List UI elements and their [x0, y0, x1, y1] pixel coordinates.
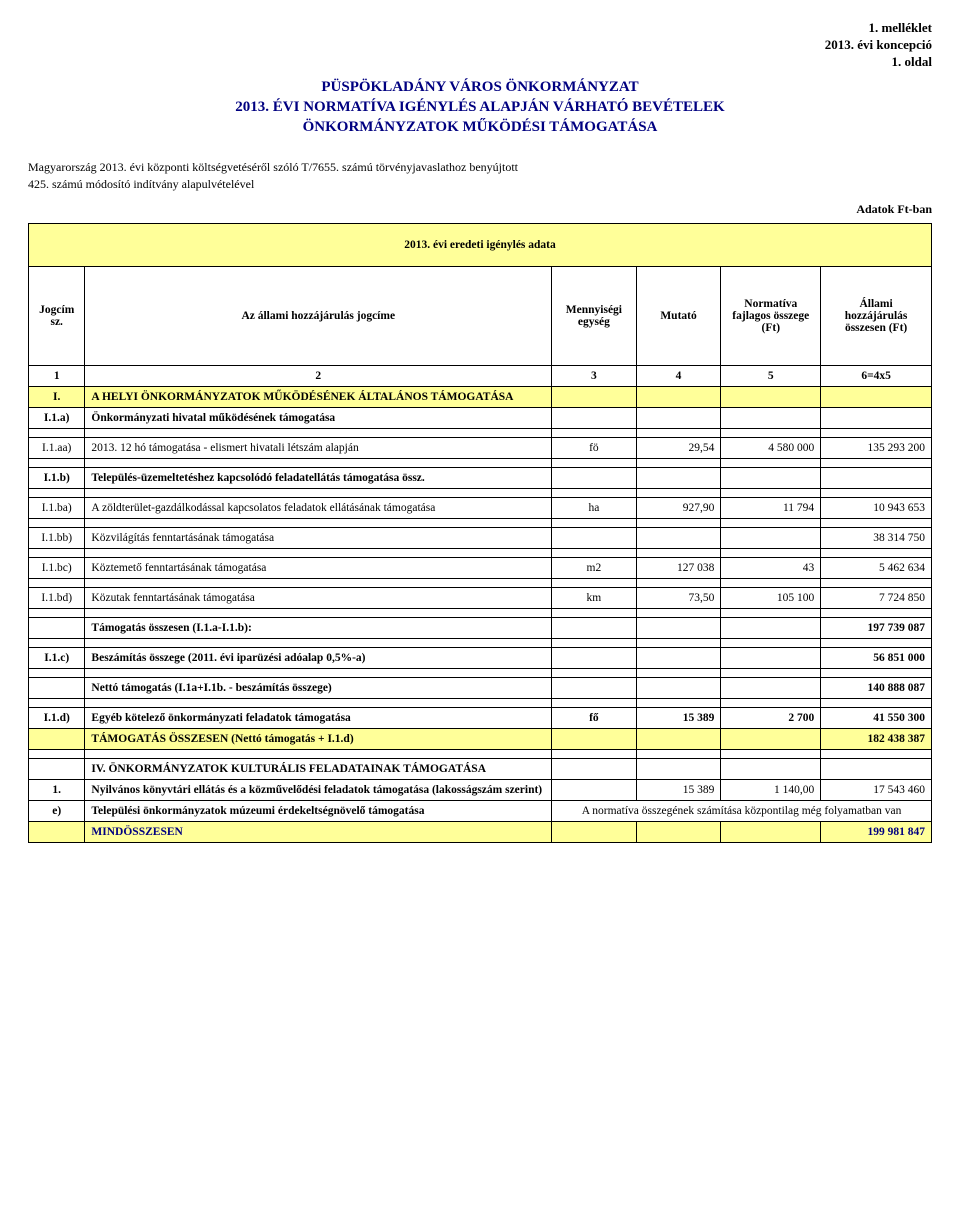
- spacer: [29, 518, 932, 527]
- banner-row: 2013. évi eredeti igénylés adata: [29, 223, 932, 266]
- spacer: [29, 608, 932, 617]
- row-e: e) Települési önkormányzatok múzeumi érd…: [29, 800, 932, 821]
- col-header-normative: Normatíva fajlagos összege (Ft): [721, 266, 821, 365]
- row-tamogatas-osszesen: TÁMOGATÁS ÖSSZESEN (Nettó támogatás + I.…: [29, 728, 932, 749]
- row-tamogatas-ossz: Támogatás összesen (I.1.a-I.1.b): 197 73…: [29, 617, 932, 638]
- title-line-2: 2013. ÉVI NORMATÍVA IGÉNYLÉS ALAPJÁN VÁR…: [28, 97, 932, 117]
- main-table: 2013. évi eredeti igénylés adata Jogcím …: [28, 223, 932, 843]
- col-header-indicator: Mutató: [636, 266, 721, 365]
- header-line-2: 2013. évi koncepció: [28, 37, 932, 54]
- spacer: [29, 698, 932, 707]
- page-header: 1. melléklet 2013. évi koncepció 1. olda…: [28, 20, 932, 71]
- header-row: Jogcím sz. Az állami hozzájárulás jogcím…: [29, 266, 932, 365]
- row-netto: Nettó támogatás (I.1a+I.1b. - beszámítás…: [29, 677, 932, 698]
- row-I: I. A HELYI ÖNKORMÁNYZATOK MŰKÖDÉSÉNEK ÁL…: [29, 386, 932, 407]
- row-I1ba: I.1.ba) A zöldterület-gazdálkodással kap…: [29, 497, 932, 518]
- col-header-unit: Mennyiségi egység: [552, 266, 637, 365]
- col-header-sum: Állami hozzájárulás összesen (Ft): [821, 266, 932, 365]
- row-IV: IV. ÖNKORMÁNYZATOK KULTURÁLIS FELADATAIN…: [29, 758, 932, 779]
- row-I1c: I.1.c) Beszámítás összege (2011. évi ipa…: [29, 647, 932, 668]
- row-I1d: I.1.d) Egyéb kötelező önkormányzati fela…: [29, 707, 932, 728]
- header-line-1: 1. melléklet: [28, 20, 932, 37]
- row-I1bb: I.1.bb) Közvilágítás fenntartásának támo…: [29, 527, 932, 548]
- number-row: 1 2 3 4 5 6=4x5: [29, 365, 932, 386]
- spacer: [29, 428, 932, 437]
- row-I1bc: I.1.bc) Köztemető fenntartásának támogat…: [29, 557, 932, 578]
- banner-cell: 2013. évi eredeti igénylés adata: [29, 223, 932, 266]
- units-label: Adatok Ft-ban: [28, 202, 932, 217]
- title-line-1: PÜSPÖKLADÁNY VÁROS ÖNKORMÁNYZAT: [28, 77, 932, 97]
- row-I1a: I.1.a) Önkormányzati hivatal működésének…: [29, 407, 932, 428]
- intro-line-1: Magyarország 2013. évi központi költségv…: [28, 159, 932, 175]
- intro-text: Magyarország 2013. évi központi költségv…: [28, 159, 932, 191]
- spacer: [29, 638, 932, 647]
- spacer: [29, 488, 932, 497]
- row-I1bd: I.1.bd) Közutak fenntartásának támogatás…: [29, 587, 932, 608]
- header-line-3: 1. oldal: [28, 54, 932, 71]
- spacer: [29, 548, 932, 557]
- spacer: [29, 668, 932, 677]
- title-line-3: ÖNKORMÁNYZATOK MŰKÖDÉSI TÁMOGATÁSA: [28, 117, 932, 137]
- spacer: [29, 458, 932, 467]
- spacer: [29, 578, 932, 587]
- row-I1aa: I.1.aa) 2013. 12 hó támogatása - elismer…: [29, 437, 932, 458]
- row-1: 1. Nyilvános könyvtári ellátás és a közm…: [29, 779, 932, 800]
- row-I1b: I.1.b) Település-üzemeltetéshez kapcsoló…: [29, 467, 932, 488]
- spacer: [29, 749, 932, 758]
- intro-line-2: 425. számú módosító indítvány alapulvéte…: [28, 176, 932, 192]
- title-block: PÜSPÖKLADÁNY VÁROS ÖNKORMÁNYZAT 2013. ÉV…: [28, 77, 932, 138]
- row-mindosszesen: MINDÖSSZESEN 199 981 847: [29, 821, 932, 842]
- col-header-title: Az állami hozzájárulás jogcíme: [85, 266, 552, 365]
- col-header-code: Jogcím sz.: [29, 266, 85, 365]
